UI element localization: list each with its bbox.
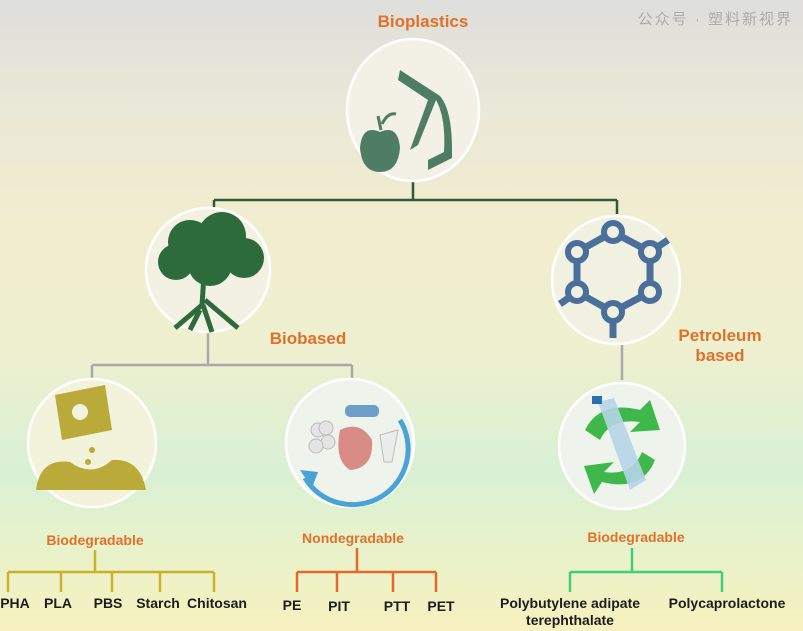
leaf-starch: Starch (136, 595, 180, 611)
biobased-label: Biobased (269, 329, 347, 348)
apple-bag-icon (345, 37, 481, 183)
petroleum-based-label: Petroleum based (678, 326, 761, 365)
leaf-chitosan: Chitosan (187, 595, 247, 611)
watermark: 公众号 · 塑料新视界 (637, 11, 793, 28)
recycle-bottle-icon (557, 381, 687, 511)
molecule-ring-icon (550, 214, 682, 346)
leaf-pit: PIT (328, 598, 350, 614)
tree-icon (144, 206, 272, 334)
pbat-line: Polybutylene adipate (499, 595, 641, 611)
petroleum-label-line: based (695, 345, 745, 365)
root-connector (212, 180, 619, 214)
leaf-pha: PHA (0, 595, 30, 611)
leaf-pe: PE (282, 597, 302, 613)
leaf-pbat: Polybutylene adipate terephthalate (500, 595, 640, 629)
leaf-pbs: PBS (93, 595, 123, 611)
pbat-line: terephthalate (526, 611, 614, 628)
leaf-pla: PLA (44, 595, 72, 611)
nondegradable-label: Nondegradable (302, 530, 404, 546)
petroleum-label-line: Petroleum (678, 326, 762, 345)
leaf-ptt: PTT (383, 598, 411, 614)
plastic-waste-icon (284, 377, 416, 509)
nondegradable-connector (295, 548, 438, 592)
leaf-pet: PET (427, 598, 455, 614)
biobased-connector (90, 332, 354, 378)
compost-bag-icon (26, 377, 158, 509)
biodegradable-biobased-connector (6, 550, 216, 592)
biodegradable-petroleum-connector (568, 548, 724, 592)
leaf-polycaprolactone: Polycaprolactone (668, 595, 786, 611)
petroleum-biodegradable-label: Biodegradable (587, 529, 685, 545)
biobased-biodegradable-label: Biodegradable (46, 532, 144, 548)
root-label: Bioplastics (377, 12, 469, 31)
